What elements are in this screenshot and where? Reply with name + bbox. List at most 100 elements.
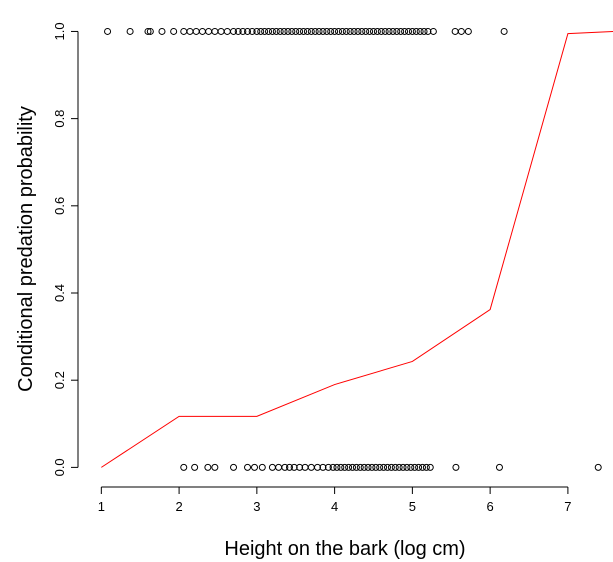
point (257, 27, 265, 35)
point (186, 27, 194, 35)
point (348, 463, 356, 471)
point (314, 463, 322, 471)
point (217, 27, 225, 35)
point (333, 463, 341, 471)
point (239, 27, 247, 35)
point (415, 463, 423, 471)
point (387, 463, 395, 471)
point (376, 463, 384, 471)
point (420, 27, 428, 35)
point (261, 27, 269, 35)
point (296, 27, 304, 35)
point (290, 463, 298, 471)
point (315, 27, 323, 35)
point (281, 463, 289, 471)
point (253, 27, 261, 35)
y-tick-label: 0.4 (52, 284, 67, 302)
point (401, 27, 409, 35)
point (451, 27, 459, 35)
x-tick-label: 1 (98, 499, 105, 514)
point (356, 463, 364, 471)
point (399, 463, 407, 471)
x-tick-label: 5 (409, 499, 416, 514)
y-tick-label: 1.0 (52, 22, 67, 40)
point (230, 27, 238, 35)
point (352, 463, 360, 471)
point (170, 27, 178, 35)
point (393, 27, 401, 35)
point (500, 27, 508, 35)
point (383, 463, 391, 471)
point (377, 27, 385, 35)
point (303, 27, 311, 35)
x-tick-label: 6 (487, 499, 494, 514)
y-tick-label: 0.6 (52, 197, 67, 215)
point (594, 463, 602, 471)
point (248, 27, 256, 35)
point (192, 27, 200, 35)
y-tick-label: 0.2 (52, 371, 67, 389)
point (272, 27, 280, 35)
x-tick-label: 7 (564, 499, 571, 514)
point (324, 463, 332, 471)
point (380, 463, 388, 471)
point (335, 27, 343, 35)
point (408, 27, 416, 35)
point (422, 463, 430, 471)
point (275, 463, 283, 471)
point (211, 27, 219, 35)
point (362, 27, 370, 35)
point (404, 27, 412, 35)
point (368, 463, 376, 471)
point (311, 27, 319, 35)
point (268, 27, 276, 35)
x-tick-label: 4 (331, 499, 338, 514)
point (345, 463, 353, 471)
point (346, 27, 354, 35)
point (364, 463, 372, 471)
point (331, 27, 339, 35)
point (372, 463, 380, 471)
point (251, 463, 259, 471)
point (230, 463, 238, 471)
point (350, 27, 358, 35)
x-tick-label: 2 (175, 499, 182, 514)
point (292, 27, 300, 35)
point (411, 463, 419, 471)
point (276, 27, 284, 35)
point (307, 27, 315, 35)
point (204, 463, 212, 471)
point (244, 463, 252, 471)
point (158, 27, 166, 35)
point (464, 27, 472, 35)
point (397, 27, 405, 35)
y-tick-label: 0.0 (52, 458, 67, 476)
point (373, 27, 381, 35)
point (385, 27, 393, 35)
x-axis-label: Height on the bark (log cm) (224, 538, 465, 560)
point (381, 27, 389, 35)
point (144, 27, 152, 35)
point (407, 463, 415, 471)
point (403, 463, 411, 471)
point (198, 27, 206, 35)
point (258, 463, 266, 471)
point (341, 463, 349, 471)
x-tick-label: 3 (253, 499, 260, 514)
point (307, 463, 315, 471)
point (180, 27, 188, 35)
point (416, 27, 424, 35)
point (265, 27, 273, 35)
point (104, 27, 112, 35)
point (180, 463, 188, 471)
point (296, 463, 304, 471)
point (358, 27, 366, 35)
point (389, 27, 397, 35)
point (391, 463, 399, 471)
point (495, 463, 503, 471)
point (327, 27, 335, 35)
point (205, 27, 213, 35)
point (244, 27, 252, 35)
point (329, 463, 337, 471)
